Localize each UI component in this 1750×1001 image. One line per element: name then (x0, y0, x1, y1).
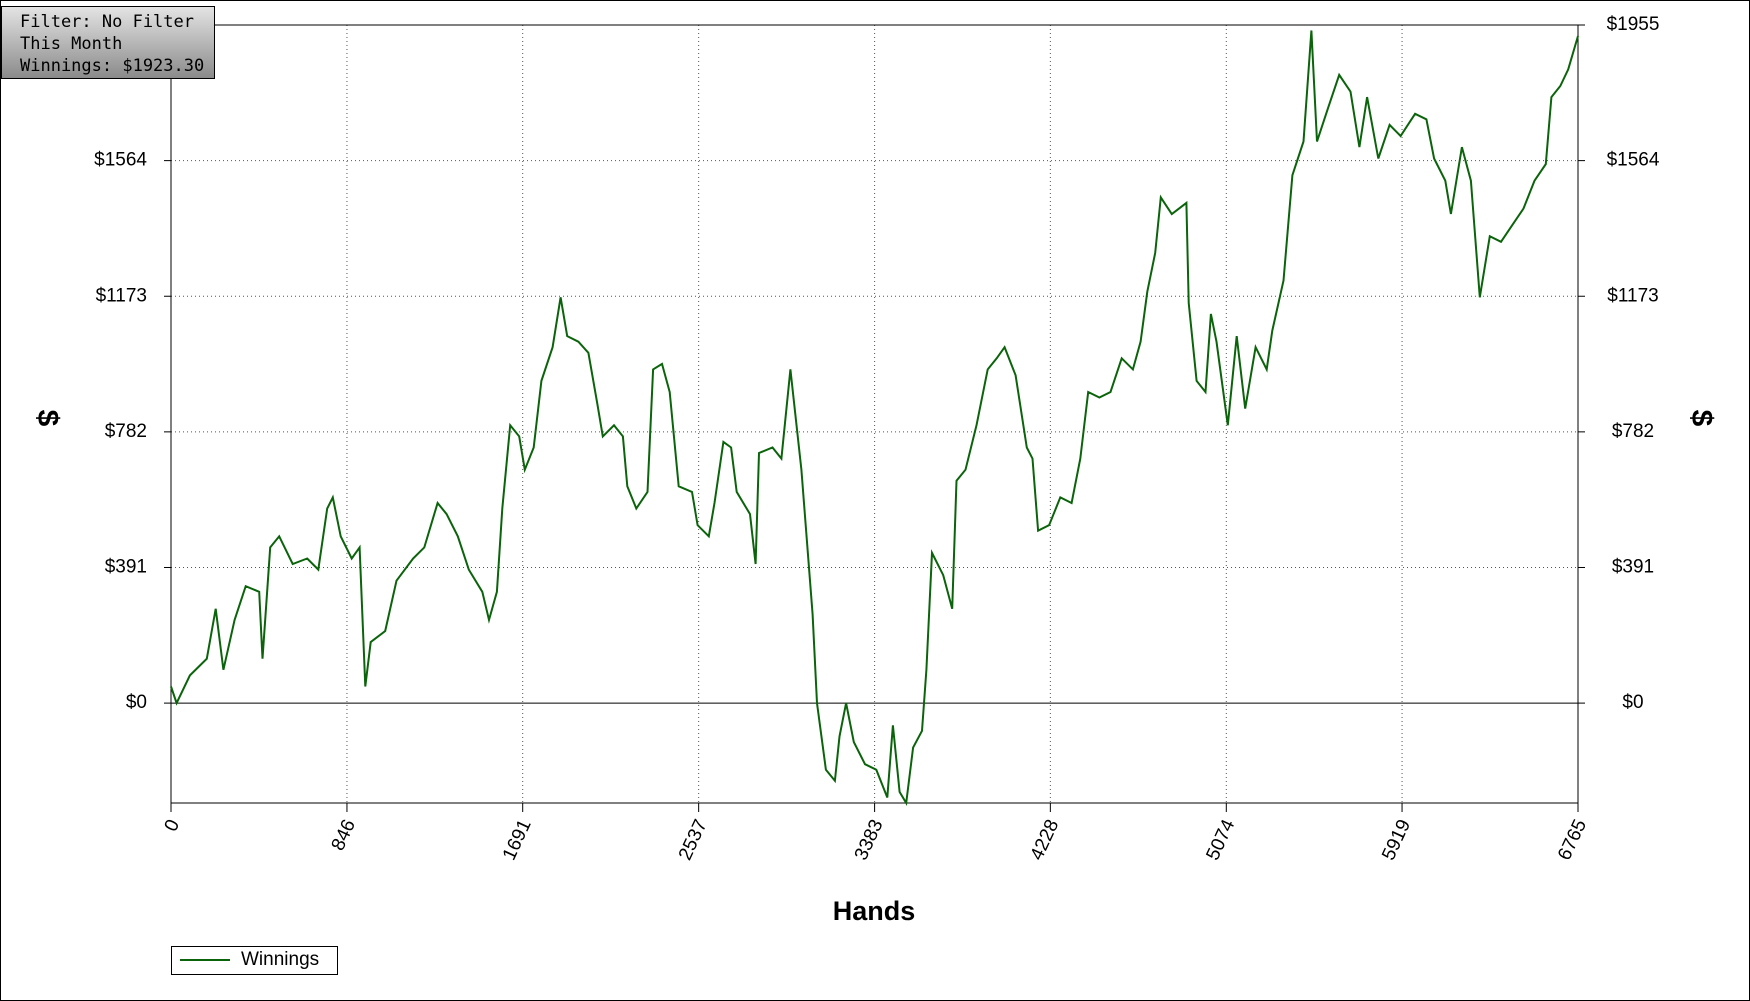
y2-tick-label: $1564 (1607, 150, 1660, 171)
x-axis-title: Hands (833, 896, 916, 926)
y2-axis-title: $ (1685, 410, 1718, 427)
info-line: Winnings: $1923.30 (20, 56, 204, 76)
y2-tick-label: $391 (1612, 556, 1654, 577)
y2-tick-label: $0 (1622, 692, 1643, 713)
y2-tick-label: $782 (1612, 421, 1654, 442)
y-axis-title: $ (31, 410, 64, 427)
y-tick-label: $391 (105, 556, 147, 577)
y-tick-label: $782 (105, 421, 147, 442)
info-line: Filter: No Filter (20, 12, 194, 32)
legend-label: Winnings (241, 949, 319, 970)
info-background (1, 6, 215, 79)
info-box: Filter: No Filter This Month Winnings: $… (1, 6, 215, 79)
y2-tick-label: $1955 (1607, 14, 1660, 35)
axes-box (170, 24, 1579, 804)
y-tick-label: $1564 (94, 150, 147, 171)
y-tick-label: $1173 (96, 285, 147, 306)
info-line: This Month (20, 34, 122, 54)
legend: Winnings (171, 946, 338, 975)
y2-tick-label: $1173 (1607, 285, 1658, 306)
series-line (170, 30, 1579, 807)
y-tick-label: $0 (126, 692, 147, 713)
